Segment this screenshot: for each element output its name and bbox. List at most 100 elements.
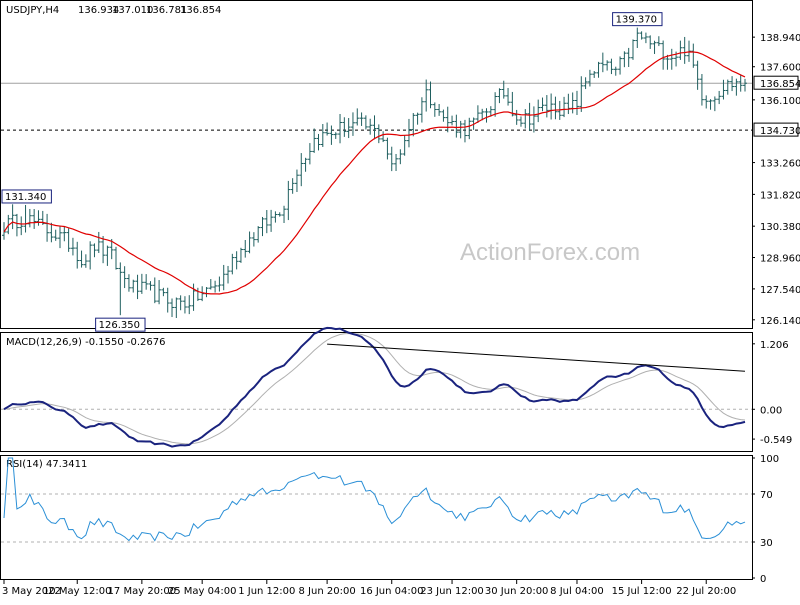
ohlc-bar — [36, 210, 41, 226]
ohlc-bar — [148, 281, 153, 291]
ohlc-bar — [213, 280, 218, 293]
ohlc-bar — [445, 106, 450, 133]
x-tick-label: 23 Jun 12:00 — [420, 586, 484, 597]
ohlc-bar — [290, 178, 295, 194]
x-tick-label: 3 May 2022 — [2, 586, 61, 597]
ohlc-bar — [105, 245, 110, 266]
ohlc-bar — [286, 180, 291, 221]
x-tick-label: 15 Jul 12:00 — [612, 586, 672, 597]
ohlc-bar — [467, 117, 472, 140]
ohlc-bar — [247, 231, 252, 254]
ohlc-bar — [58, 226, 63, 249]
ohlc-bar — [717, 90, 722, 105]
ohlc-bar — [630, 39, 635, 60]
macd-layer — [1, 326, 752, 448]
ohlc-bar — [114, 246, 119, 270]
ohlc-bar — [92, 243, 97, 258]
ohlc-bar — [712, 96, 717, 112]
ohlc-bar — [88, 241, 93, 270]
ohlc-bar — [260, 216, 265, 237]
ohlc-bar — [682, 36, 687, 64]
ohlc-bar — [678, 40, 683, 60]
ohlc-bar — [609, 58, 614, 75]
ohlc-bar — [618, 56, 623, 75]
ohlc-bar — [536, 99, 541, 123]
y-tick-label: 133.260 — [760, 159, 800, 170]
y-tick-label: 138.940 — [760, 33, 800, 44]
ohlc-bar — [49, 222, 54, 243]
ohlc-bar — [695, 60, 700, 90]
ohlc-bar — [600, 52, 605, 73]
ohlc-bar — [419, 97, 424, 123]
ohlc-bar — [566, 93, 571, 115]
ohlc-bar — [518, 116, 523, 127]
ohlc-bar — [303, 157, 308, 172]
ohlc-bar — [238, 247, 243, 263]
y-tick-label: 126.140 — [760, 316, 800, 327]
ohlc-bar — [570, 92, 575, 114]
macd-header: MACD(12,26,9) -0.1550 -0.2676 — [6, 337, 166, 348]
ohlc-bar — [27, 208, 32, 228]
x-tick-label: 8 Jul 04:00 — [550, 586, 604, 597]
price-label-text: 126.350 — [99, 320, 140, 331]
price-label-box — [1, 189, 52, 204]
ohlc-bar — [398, 149, 403, 165]
ohlc-bar — [346, 118, 351, 139]
ohlc-bar — [506, 87, 511, 106]
price-label: 131.340 — [1, 189, 52, 204]
x-tick-label: 22 Jul 20:00 — [676, 586, 736, 597]
ohlc-bar — [686, 40, 691, 62]
main-header-open: 136.934 — [78, 5, 119, 16]
main-header-symbol: USDJPY,H4 — [6, 5, 59, 16]
ohlc-bar — [583, 77, 588, 90]
ohlc-bar — [514, 109, 519, 125]
x-tick-label: 30 Jun 20:00 — [485, 586, 549, 597]
current-price-tag: 136.854 — [760, 79, 800, 90]
ohlc-bar — [501, 80, 506, 99]
rsi-tick-label: 70 — [760, 490, 773, 501]
price-label-text: 139.370 — [616, 15, 657, 26]
ohlc-bar — [527, 102, 532, 131]
ohlc-bar — [432, 102, 437, 117]
price-label-box — [612, 12, 663, 27]
ohlc-bar — [221, 264, 226, 291]
ohlc-bar — [454, 114, 459, 138]
y-tick-label: 136.100 — [760, 96, 800, 107]
ohlc-bar — [635, 27, 640, 49]
ohlc-bar — [226, 265, 231, 284]
ohlc-bar — [277, 212, 282, 217]
ohlc-bar — [656, 36, 661, 47]
rsi-layer — [1, 457, 752, 543]
ohlc-bar — [661, 40, 666, 70]
ohlc-bar — [144, 274, 149, 290]
ohlc-bar — [174, 297, 179, 319]
ohlc-bar — [256, 226, 261, 243]
ohlc-bar — [118, 262, 123, 316]
ohlc-bar — [394, 153, 399, 172]
ohlc-bar — [126, 274, 131, 292]
ohlc-bar — [743, 78, 747, 92]
ohlc-bar — [549, 93, 554, 120]
ohlc-bar — [243, 239, 248, 258]
ohlc-bar — [648, 35, 653, 49]
ohlc-bar — [161, 287, 166, 297]
ohlc-bar — [626, 47, 631, 67]
ohlc-bar — [312, 128, 317, 153]
ohlc-bar — [333, 132, 338, 139]
ohlc-bar — [191, 283, 196, 311]
ohlc-bar — [234, 251, 239, 270]
ohlc-bar — [587, 69, 592, 87]
ohlc-bar — [294, 169, 299, 193]
ohlc-bar — [734, 78, 739, 96]
ohlc-bar — [639, 31, 644, 40]
ohlc-bar — [10, 204, 15, 230]
ohlc-bar — [592, 70, 597, 78]
ohlc-bar — [316, 133, 321, 151]
rsi-line — [3, 457, 746, 542]
x-tick-label: 1 Jun 12:00 — [238, 586, 295, 597]
ohlc-bar — [363, 115, 368, 130]
ohlc-bar — [643, 32, 648, 44]
ohlc-bar — [70, 237, 75, 256]
macd-tick-label: 0.00 — [760, 405, 782, 416]
ohlc-bar — [45, 213, 50, 242]
